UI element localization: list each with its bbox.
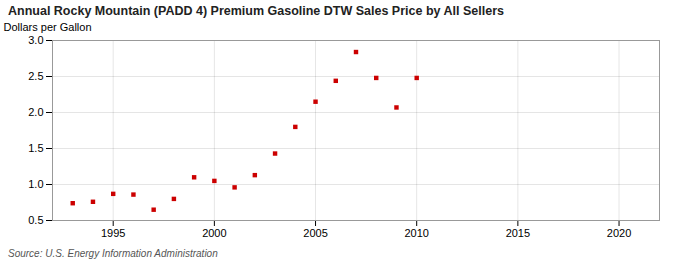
svg-text:2005: 2005 [303, 227, 327, 239]
html-text:Source: U.S. Energy Informatio: Source: U.S. Energy Information Administ… [8, 248, 218, 259]
svg-text:2000: 2000 [202, 227, 226, 239]
html-text:Annual Rocky Mountain (PADD 4): Annual Rocky Mountain (PADD 4) Premium G… [8, 4, 504, 18]
svg-text:1.0: 1.0 [28, 178, 43, 190]
svg-text:2.0: 2.0 [28, 106, 43, 118]
svg-text:2020: 2020 [607, 227, 631, 239]
svg-text:Dollars per Gallon: Dollars per Gallon [4, 21, 92, 33]
svg-text:2010: 2010 [404, 227, 428, 239]
svg-text:3.0: 3.0 [28, 34, 43, 46]
svg-text:1995: 1995 [101, 227, 125, 239]
svg-text:2015: 2015 [506, 227, 530, 239]
svg-text:0.5: 0.5 [28, 214, 43, 226]
svg-text:2.5: 2.5 [28, 70, 43, 82]
svg-text:1.5: 1.5 [28, 142, 43, 154]
